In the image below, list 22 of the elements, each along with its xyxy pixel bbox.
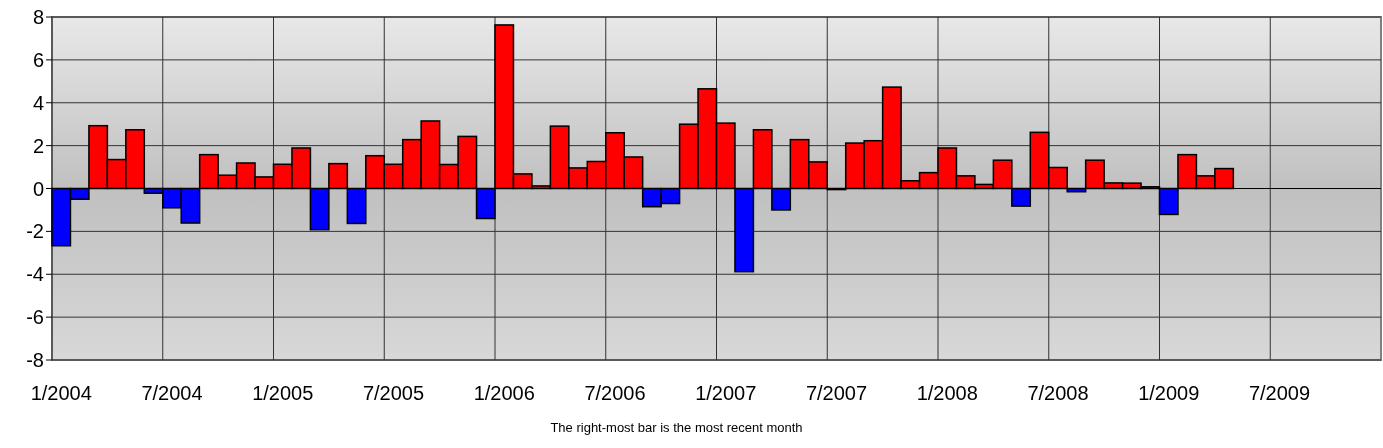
x-tick-label: 7/2008 (1027, 382, 1089, 404)
y-tick-label: -4 (26, 263, 44, 286)
x-tick-label: 1/2006 (473, 382, 535, 404)
y-tick-label: 4 (32, 91, 44, 114)
y-tick-label: 8 (32, 6, 44, 28)
y-tick-label: 0 (32, 177, 44, 200)
x-tick-label: 7/2004 (141, 382, 203, 404)
x-tick-label: 1/2009 (1138, 382, 1200, 404)
x-tick-label: 1/2005 (252, 382, 314, 404)
y-tick-label: 2 (32, 134, 44, 157)
x-tick-label: 7/2007 (805, 382, 868, 404)
x-tick-label: 1/2008 (916, 382, 978, 404)
x-tick-label: 7/2006 (584, 382, 646, 404)
y-tick-label: -2 (26, 220, 44, 243)
y-tick-label: -6 (26, 306, 44, 329)
x-tick-label: 1/2007 (695, 382, 757, 404)
y-tick-label: 6 (32, 48, 44, 71)
x-tick-label: 7/2009 (1248, 382, 1311, 404)
y-tick-label: -8 (26, 349, 44, 371)
x-tick-label: 1/2004 (30, 382, 92, 404)
text: The right-most bar is the most recent month (550, 420, 803, 435)
x-tick-label: 7/2005 (362, 382, 425, 404)
